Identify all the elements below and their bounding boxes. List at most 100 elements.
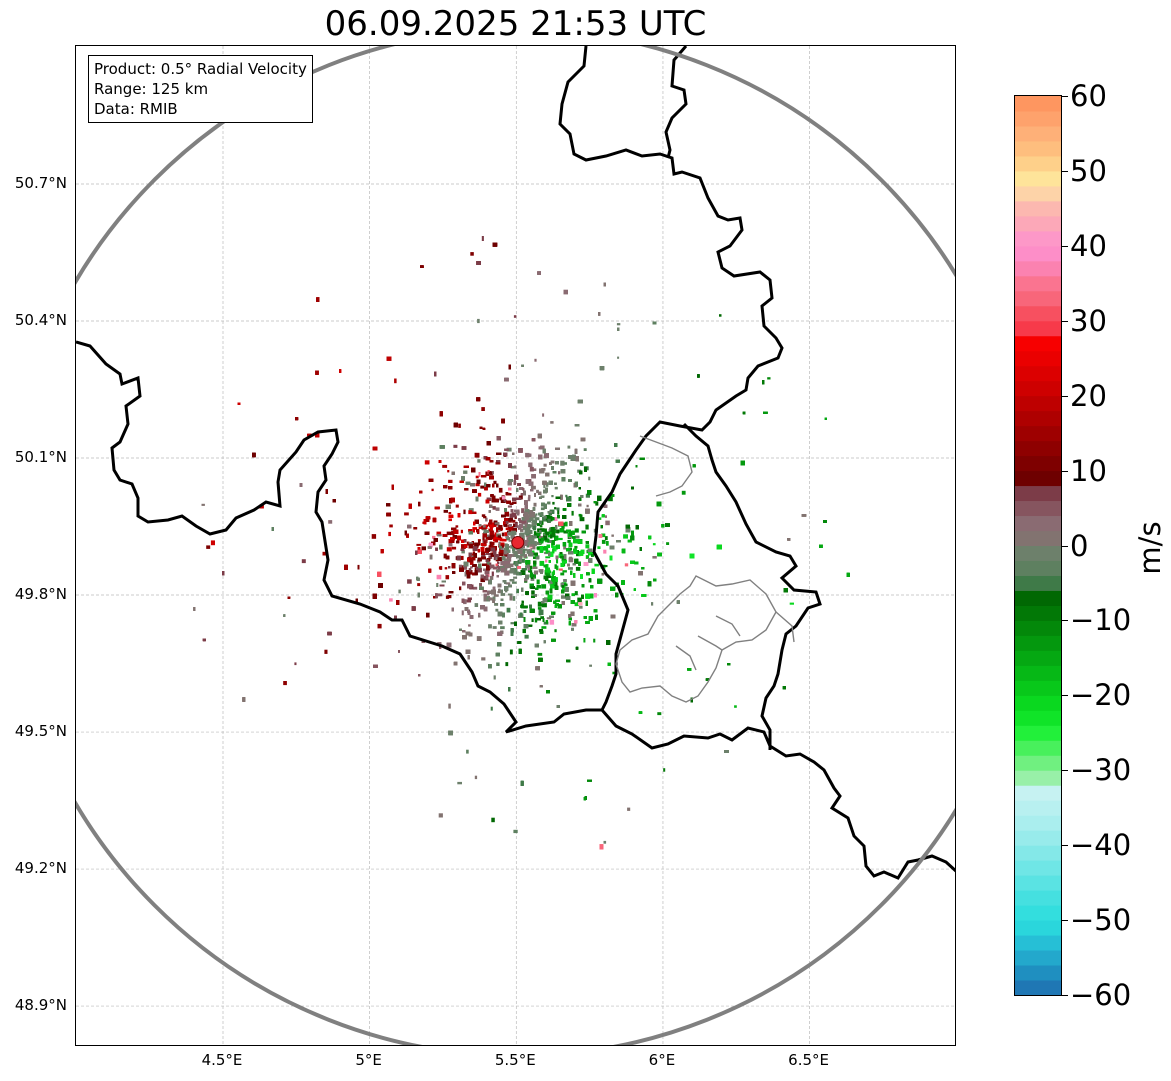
velocity-echo-pixel — [540, 616, 544, 619]
velocity-echo-pixel — [734, 705, 737, 708]
velocity-echo-pixel — [466, 541, 470, 546]
velocity-echo-pixel — [541, 626, 547, 629]
velocity-echo-pixel — [505, 527, 509, 530]
velocity-echo-pixel — [322, 551, 326, 556]
velocity-echo-pixel — [535, 513, 538, 516]
velocity-echo-pixel — [426, 612, 430, 618]
velocity-echo-pixel — [562, 570, 567, 573]
velocity-echo-pixel — [504, 558, 509, 562]
velocity-echo-pixel — [528, 494, 531, 499]
velocity-echo-pixel — [436, 583, 439, 587]
velocity-echo-pixel — [500, 499, 506, 503]
velocity-echo-pixel — [542, 603, 547, 608]
velocity-echo-pixel — [534, 358, 537, 362]
velocity-echo-pixel — [474, 452, 480, 458]
velocity-echo-pixel — [432, 535, 436, 539]
velocity-echo-pixel — [510, 465, 514, 469]
velocity-echo-pixel — [568, 567, 573, 570]
velocity-echo-pixel — [455, 525, 459, 528]
velocity-echo-pixel — [513, 576, 518, 579]
velocity-echo-pixel — [605, 520, 610, 526]
velocity-echo-pixel — [553, 570, 555, 575]
velocity-echo-pixel — [429, 554, 433, 560]
velocity-echo-pixel — [497, 591, 501, 594]
velocity-echo-pixel — [474, 775, 478, 780]
velocity-echo-pixel — [540, 528, 545, 532]
velocity-echo-pixel — [570, 611, 575, 616]
velocity-echo-pixel — [559, 528, 565, 533]
velocity-echo-pixel — [421, 546, 426, 551]
velocity-echo-pixel — [627, 539, 632, 543]
velocity-echo-pixel — [536, 579, 540, 585]
velocity-echo-pixel — [533, 502, 537, 507]
velocity-echo-pixel — [496, 568, 500, 572]
velocity-echo-pixel — [510, 622, 515, 625]
velocity-echo-pixel — [357, 564, 360, 570]
velocity-echo-pixel — [548, 580, 551, 584]
velocity-echo-pixel — [542, 413, 545, 417]
velocity-echo-pixel — [439, 544, 443, 550]
velocity-echo-pixel — [507, 593, 513, 596]
velocity-echo-pixel — [543, 546, 549, 551]
velocity-echo-pixel — [477, 459, 481, 463]
velocity-echo-pixel — [482, 535, 485, 541]
velocity-echo-pixel — [531, 618, 534, 622]
velocity-echo-pixel — [563, 462, 567, 465]
velocity-echo-pixel — [511, 581, 517, 584]
velocity-echo-pixel — [623, 534, 628, 539]
velocity-echo-pixel — [571, 510, 574, 516]
velocity-echo-pixel — [471, 541, 474, 546]
velocity-echo-pixel — [503, 499, 507, 503]
velocity-echo-pixel — [558, 537, 563, 541]
gridlines — [76, 46, 955, 1045]
velocity-echo-pixel — [518, 495, 523, 500]
velocity-echo-pixel — [574, 545, 578, 549]
velocity-echo-pixel — [563, 544, 567, 550]
velocity-echo-pixel — [443, 509, 448, 513]
velocity-echo-pixel — [516, 525, 520, 528]
velocity-echo-pixel — [470, 566, 473, 569]
velocity-echo-pixel — [531, 474, 536, 479]
velocity-echo-pixel — [506, 607, 511, 613]
velocity-echo-pixel — [528, 565, 533, 570]
velocity-echo-pixel — [522, 535, 525, 540]
velocity-echo-pixel — [483, 516, 487, 519]
velocity-echo-pixel — [506, 447, 512, 452]
velocity-echo-pixel — [461, 544, 466, 549]
velocity-echo-pixel — [551, 495, 554, 498]
velocity-echo-pixel — [510, 554, 515, 557]
velocity-echo-pixel — [493, 675, 496, 680]
velocity-echo-pixel — [508, 539, 513, 542]
velocity-echo-pixel — [530, 485, 536, 490]
velocity-echo-pixel — [608, 496, 613, 502]
velocity-echo-pixel — [516, 588, 519, 594]
velocity-echo-pixel — [210, 540, 215, 546]
velocity-echo-pixel — [666, 542, 670, 545]
velocity-echo-pixel — [500, 593, 506, 596]
velocity-echo-pixel — [606, 541, 609, 546]
velocity-echo-pixel — [463, 599, 467, 605]
velocity-echo-pixel — [470, 252, 474, 256]
velocity-echo-pixel — [398, 589, 401, 594]
velocity-echo-pixel — [560, 460, 565, 466]
velocity-echo-pixel — [560, 572, 565, 576]
velocity-echo-pixel — [681, 490, 686, 495]
velocity-echo-pixel — [494, 532, 497, 535]
velocity-echo-pixel — [505, 582, 511, 585]
velocity-echo-pixel — [562, 542, 567, 547]
velocity-echo-pixel — [651, 602, 654, 606]
radar-map-canvas — [76, 46, 955, 1045]
velocity-echo-pixel — [585, 555, 590, 559]
velocity-echo-pixel — [556, 558, 559, 564]
velocity-echo-pixel — [538, 446, 543, 450]
velocity-echo-pixel — [488, 555, 493, 559]
velocity-echo-pixel — [575, 566, 581, 571]
velocity-echo-pixel — [549, 619, 555, 625]
velocity-echo-pixel — [583, 638, 586, 643]
velocity-echo-pixel — [447, 470, 450, 473]
velocity-echo-pixel — [528, 462, 533, 468]
velocity-echo-pixel — [579, 517, 585, 522]
velocity-echo-pixel — [533, 564, 537, 569]
velocity-echo-pixel — [539, 525, 543, 528]
velocity-echo-pixel — [389, 524, 393, 528]
